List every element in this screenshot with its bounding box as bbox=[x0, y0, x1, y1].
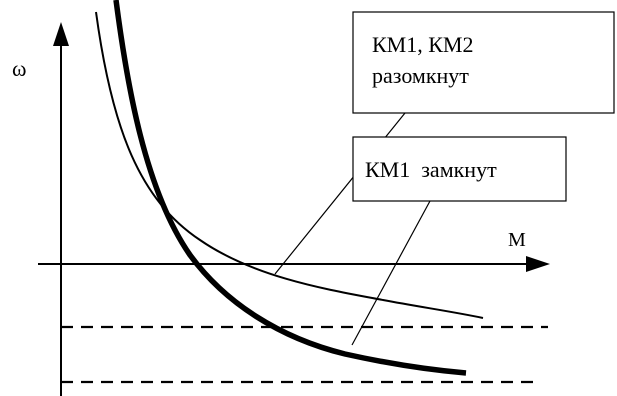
curve-km1-km2-open bbox=[95, 11, 484, 319]
m-axis-arrow bbox=[526, 256, 550, 272]
callout-box-closed bbox=[352, 136, 567, 202]
leader-line-closed bbox=[351, 200, 431, 346]
curve-km1-closed bbox=[113, 0, 467, 376]
callout-box-open bbox=[352, 11, 615, 114]
omega-axis-label: ω bbox=[12, 56, 26, 81]
callout-closed-label: КМ1 замкнут bbox=[365, 157, 497, 182]
m-axis-label: M bbox=[508, 229, 526, 251]
callout-open-line1: КМ1, КМ2 bbox=[372, 32, 473, 57]
omega-axis-arrow bbox=[53, 22, 69, 46]
callout-open-line2: разомкнут bbox=[372, 63, 469, 88]
